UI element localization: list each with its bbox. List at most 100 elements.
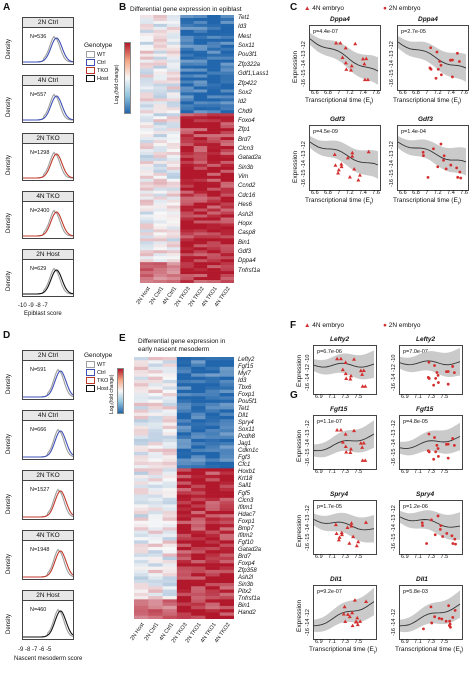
heatmap-cell	[148, 488, 163, 492]
heatmap-cell	[134, 507, 149, 512]
heatmap-cell	[134, 396, 149, 400]
heatmap-cell	[166, 280, 181, 283]
heatmap-cell	[219, 566, 234, 571]
heatmap-cell	[134, 612, 149, 617]
heatmap-cell	[162, 579, 178, 584]
heatmap-cell	[220, 166, 234, 171]
legend-swatch	[86, 75, 95, 82]
heatmap-cell	[140, 137, 154, 141]
data-point	[458, 170, 462, 174]
heatmap-cell	[162, 396, 178, 400]
heatmap-cell	[166, 95, 181, 99]
gene-label: Pou3f1	[238, 52, 258, 59]
legend-4n-embryo-f: ▲ 4N embryo	[304, 322, 345, 329]
heatmap-cell	[205, 501, 221, 505]
heatmap-cell	[162, 507, 178, 512]
heatmap-cell	[207, 47, 221, 52]
heatmap-cell	[166, 199, 181, 203]
data-point	[364, 56, 369, 61]
data-point	[439, 524, 443, 528]
heatmap-cell	[148, 602, 163, 607]
legend-wt: WT	[86, 51, 106, 58]
legend-wt: WT	[86, 361, 106, 368]
heatmap-cell	[148, 550, 163, 554]
heatmap-cell	[153, 265, 168, 269]
density-ylabel: Density	[6, 553, 12, 574]
heatmap-cell	[220, 211, 234, 215]
heatmap-cell	[191, 399, 206, 404]
density-curve	[23, 93, 73, 121]
heatmap-cell	[176, 599, 192, 603]
heatmap-cell	[166, 62, 181, 66]
heatmap-cell	[140, 131, 154, 135]
data-point	[451, 75, 454, 79]
heatmap-cell	[176, 438, 192, 443]
scatter-p-value: p=1.7e-05	[317, 504, 342, 510]
heatmap-cell	[140, 256, 154, 260]
heatmap-cell	[193, 280, 208, 283]
heatmap-cell	[134, 510, 149, 515]
heatmap-cell	[207, 166, 221, 171]
gene-label: Hes6	[238, 202, 253, 209]
heatmap-cell	[166, 250, 181, 254]
scatter-svg	[400, 422, 461, 461]
heatmap-cell	[166, 235, 181, 239]
heatmap-cell	[134, 481, 149, 486]
heatmap-cell	[180, 15, 195, 19]
heatmap-b-title: Differential gene expression in epiblast	[130, 6, 242, 13]
heatmap-cell	[153, 220, 168, 224]
heatmap-cell	[176, 582, 192, 587]
scatter-xticks: 6.9 7.1 7.3 7.5	[315, 639, 363, 645]
heatmap-cell	[180, 113, 195, 117]
gene-label: Fgf3	[238, 455, 251, 462]
scatter-plot: p=7.0e-07	[399, 345, 463, 395]
heatmap-cell	[166, 29, 181, 34]
heatmap-cell	[193, 181, 208, 186]
heatmap-cell	[193, 20, 208, 25]
heatmap-cell	[220, 29, 234, 34]
data-point	[436, 374, 440, 377]
heatmap-cell	[180, 208, 195, 212]
scatter-yticks: -16 -15 -14 -13 -12	[305, 505, 311, 551]
data-point	[436, 67, 440, 71]
heatmap-cell	[220, 256, 234, 260]
scatter-svg	[310, 136, 379, 182]
gene-label: Pitx2	[238, 588, 252, 595]
heatmap-cell	[220, 280, 234, 283]
heatmap-cell	[140, 211, 154, 215]
heatmap-cell	[148, 494, 163, 499]
scatter-yticks: -16 -14 -12	[305, 609, 311, 636]
heatmap-cell	[148, 429, 163, 433]
density-curve	[23, 368, 73, 398]
heatmap-cell	[166, 262, 181, 266]
heatmap-cell	[166, 190, 181, 194]
legend-host: Host	[86, 385, 108, 392]
heatmap-cell	[162, 537, 178, 541]
heatmap-cell	[205, 373, 221, 377]
data-point	[436, 514, 440, 518]
heatmap-cell	[220, 146, 234, 150]
data-point	[446, 456, 450, 460]
heatmap-cell	[180, 196, 195, 200]
heatmap-cell	[219, 357, 234, 361]
heatmap-cell	[191, 602, 206, 607]
heatmap-cell	[220, 241, 234, 245]
heatmap-cell	[220, 187, 234, 191]
density-curve	[23, 35, 73, 63]
gene-label: Sox2	[238, 89, 252, 96]
heatmap-cell	[207, 223, 221, 227]
heatmap-cell	[180, 131, 195, 135]
heatmap-cell	[193, 211, 208, 215]
genotype-legend-title-d: Genotype	[84, 352, 113, 359]
heatmap-cell	[220, 101, 234, 105]
heatmap-cell	[205, 556, 221, 561]
density-ylabel: Density	[6, 493, 12, 514]
scatter-p-value: p=5.8e-03	[403, 589, 428, 595]
heatmap-cell	[220, 235, 234, 239]
heatmap-e	[134, 357, 234, 619]
gene-label: Spry4	[238, 420, 254, 427]
heatmap-cell	[205, 484, 221, 489]
scatter-p-value: p=1.4e-04	[401, 129, 426, 135]
heatmap-cell	[207, 41, 221, 46]
heatmap-cell	[148, 366, 163, 371]
